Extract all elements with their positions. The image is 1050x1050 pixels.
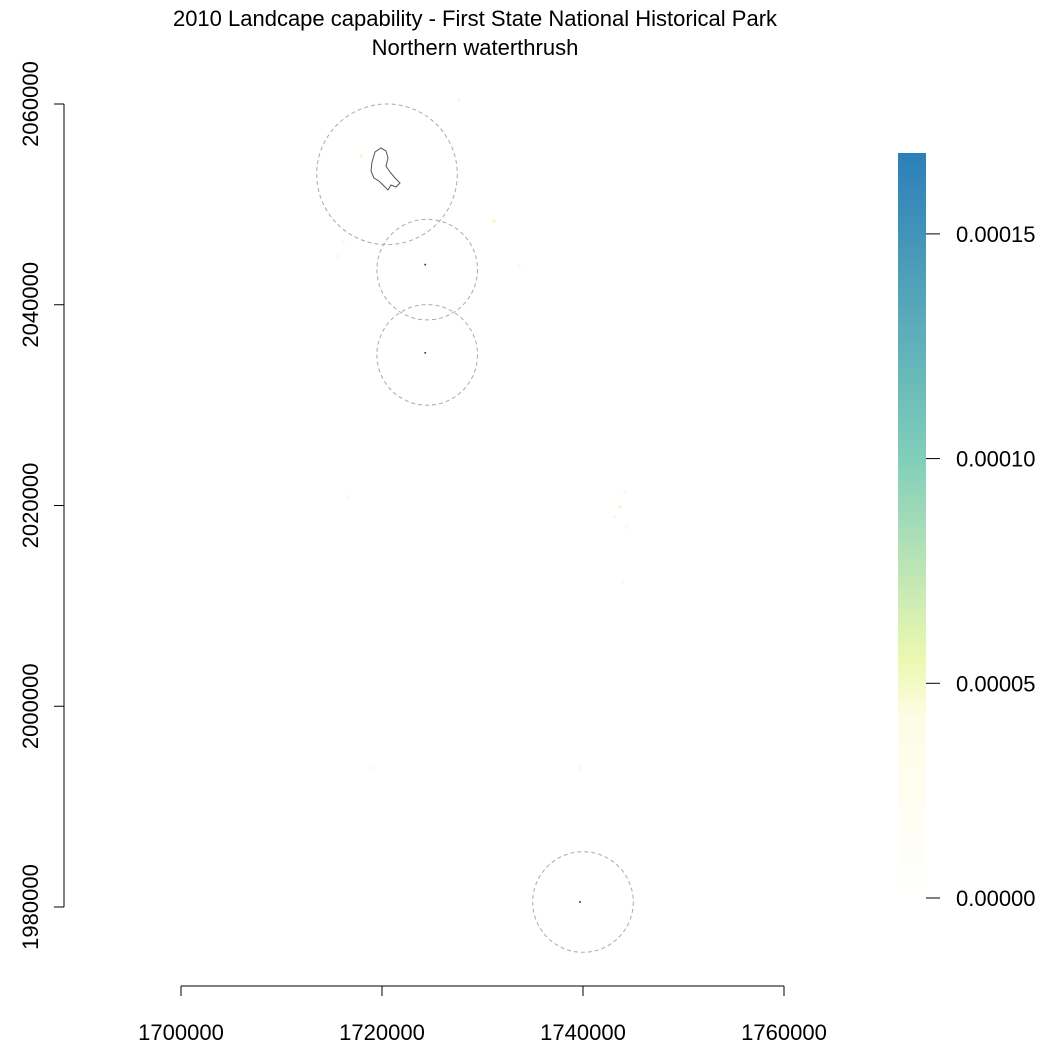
legend-tick-label: 0.00010	[956, 447, 1036, 472]
raster-cell	[457, 99, 461, 102]
legend-tick-label: 0.00015	[956, 222, 1036, 247]
legend-tick-label: 0.00000	[956, 886, 1036, 911]
axes: 1700000 1720000 1740000 1760000 1980000 2000…	[18, 61, 827, 1045]
raster-cell	[623, 490, 627, 494]
raster-cell	[578, 766, 581, 770]
raster-cell	[371, 766, 375, 770]
y-tick-label: 2020000	[18, 463, 43, 549]
color-legend: 0.00000 0.00005 0.00010 0.00015	[898, 153, 1036, 911]
x-tick-label: 1720000	[339, 1020, 425, 1045]
site-point	[424, 351, 427, 354]
raster-cell	[621, 580, 625, 584]
raster-cell	[613, 515, 617, 519]
north-buffer-circle	[316, 103, 458, 246]
y-tick-label: 2060000	[18, 61, 43, 147]
south-buffer-circle	[376, 304, 479, 406]
raster-cell	[359, 154, 363, 158]
map-title: 2010 Landcape capability - First State N…	[172, 6, 778, 31]
raster-cell	[517, 264, 521, 268]
site-point	[424, 263, 427, 266]
site-point	[579, 901, 581, 903]
raster-cell	[341, 239, 345, 243]
x-tick-label: 1760000	[741, 1020, 827, 1045]
raster-cell	[336, 254, 340, 258]
legend-color-bar	[898, 153, 926, 908]
y-tick-label: 1980000	[18, 864, 43, 950]
x-tick-label: 1740000	[540, 1020, 626, 1045]
map-subtitle: Northern waterthrush	[371, 35, 579, 60]
x-tick-label: 1700000	[138, 1020, 224, 1045]
raster-cell	[346, 495, 350, 499]
raster-cell	[625, 525, 629, 529]
y-tick-label: 2040000	[18, 262, 43, 348]
far-south-buffer-circle	[532, 851, 634, 953]
legend-tick-label: 0.00005	[956, 671, 1036, 696]
park-boundary-outline	[370, 147, 401, 191]
raster-cell	[492, 219, 496, 223]
map-layer	[316, 99, 634, 953]
raster-cell	[618, 505, 622, 509]
middle-buffer-circle	[376, 218, 479, 321]
y-tick-label: 2000000	[18, 663, 43, 749]
